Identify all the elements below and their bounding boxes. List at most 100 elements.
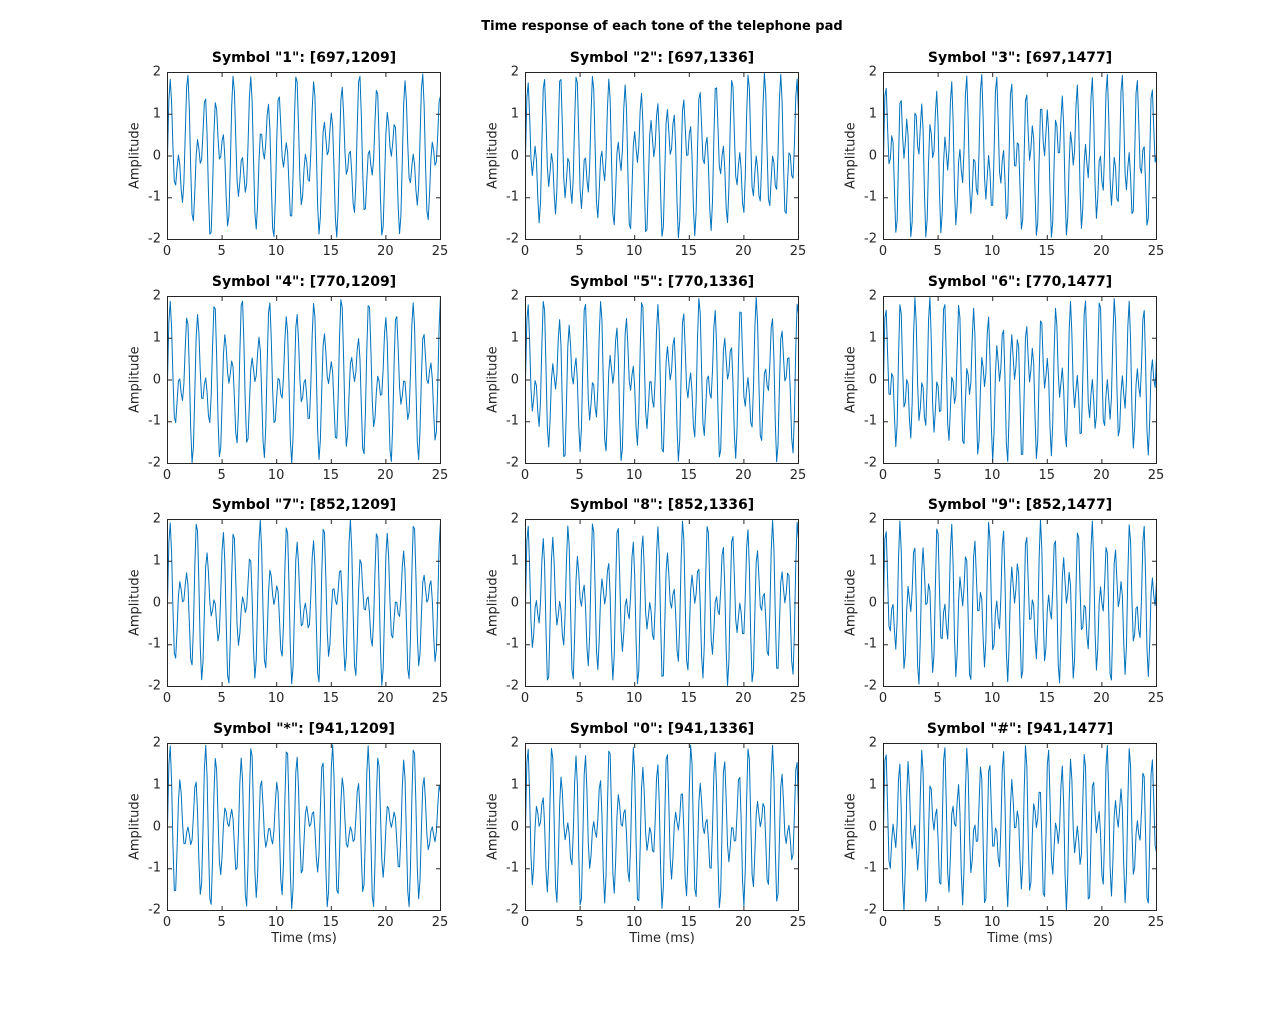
- x-tick-label: 20: [1093, 691, 1110, 706]
- y-tick-label: 2: [152, 511, 161, 527]
- waveform-svg: [883, 743, 1157, 911]
- y-tick-label: 0: [868, 595, 877, 610]
- x-tick-label: 20: [735, 691, 752, 706]
- axis-box: [883, 519, 1157, 687]
- y-tick-label: 1: [868, 777, 877, 793]
- y-tick-label: 2: [510, 288, 519, 304]
- y-tick-label: -2: [506, 231, 519, 247]
- y-tick-label: -1: [864, 860, 877, 876]
- waveform-svg: [525, 296, 799, 464]
- y-tick-label: 0: [868, 819, 877, 834]
- y-tick-label: 1: [868, 330, 877, 346]
- x-tick-label: 25: [1147, 691, 1165, 706]
- y-tick-label: -1: [506, 860, 519, 876]
- x-tick-label: 10: [625, 244, 643, 259]
- waveform-line: [167, 519, 441, 686]
- x-tick-label: 15: [680, 468, 698, 483]
- subplot-title: Symbol "3": [697,1477]: [927, 50, 1113, 66]
- x-tick-label: 0: [520, 691, 530, 706]
- x-tick-label: 10: [625, 468, 643, 483]
- x-tick-label: 25: [431, 915, 449, 930]
- y-tick-label: -2: [148, 231, 161, 247]
- waveform-svg: [167, 519, 441, 687]
- y-tick-label: 1: [868, 553, 877, 569]
- waveform-line: [525, 744, 799, 909]
- x-tick-label: 15: [322, 915, 340, 930]
- x-tick-label: 25: [1147, 468, 1165, 483]
- y-tick-label: -2: [864, 902, 877, 918]
- subplot-symbol-1: Symbol "1": [697,1209] Amplitude 0 5 10 15 20 2…: [128, 50, 449, 259]
- y-tick-label: 0: [868, 372, 877, 387]
- x-tick-label: 20: [377, 468, 394, 483]
- subplot-title: Symbol "4": [770,1209]: [211, 274, 397, 290]
- x-axis-label: Time (ms): [987, 931, 1053, 946]
- waveform-svg: [525, 519, 799, 687]
- x-tick-label: 25: [431, 244, 449, 259]
- x-tick-label: 25: [1147, 244, 1165, 259]
- y-tick-label: 2: [868, 735, 877, 751]
- x-tick-label: 10: [983, 244, 1001, 259]
- waveform-svg: [525, 72, 799, 240]
- x-tick-label: 20: [1093, 244, 1110, 259]
- y-tick-label: -1: [148, 413, 161, 429]
- x-tick-label: 0: [162, 691, 172, 706]
- y-tick-label: 1: [510, 777, 519, 793]
- y-tick-label: 1: [868, 106, 877, 122]
- y-tick-label: 2: [510, 735, 519, 751]
- x-tick-label: 0: [162, 915, 172, 930]
- y-tick-label: 2: [510, 64, 519, 80]
- x-tick-label: 5: [217, 244, 226, 259]
- waveform-svg: [525, 743, 799, 911]
- x-tick-label: 0: [520, 468, 530, 483]
- x-tick-label: 0: [162, 244, 172, 259]
- x-tick-label: 25: [789, 468, 807, 483]
- y-tick-label: 0: [510, 148, 519, 163]
- y-tick-label: 0: [152, 595, 161, 610]
- x-tick-label: 5: [933, 915, 942, 930]
- subplot-symbol-12: Symbol "#": [941,1477] Amplitude 0 5 10 15 20 2…: [844, 721, 1165, 946]
- axis-box: [167, 743, 441, 911]
- x-tick-label: 25: [789, 244, 807, 259]
- x-tick-label: 10: [267, 244, 285, 259]
- x-tick-label: 15: [1038, 244, 1056, 259]
- y-tick-label: -1: [148, 189, 161, 205]
- waveform-line: [167, 296, 441, 464]
- y-tick-label: 1: [152, 106, 161, 122]
- x-tick-label: 5: [933, 691, 942, 706]
- axis-box: [167, 519, 441, 687]
- waveform-line: [883, 297, 1157, 462]
- subplot-title: Symbol "*": [941,1209]: [213, 721, 395, 737]
- subplot-symbol-7: Symbol "7": [852,1209] Amplitude 0 5 10 15 20 2…: [128, 497, 449, 706]
- figure-title: Time response of each tone of the teleph…: [481, 19, 843, 34]
- x-tick-label: 20: [377, 244, 394, 259]
- subplot-symbol-6: Symbol "6": [770,1477] Amplitude 0 5 10 15 20 2…: [844, 274, 1165, 483]
- axis-box: [883, 743, 1157, 911]
- waveform-line: [525, 72, 799, 239]
- x-tick-label: 0: [162, 468, 172, 483]
- y-tick-label: -1: [864, 413, 877, 429]
- x-tick-label: 15: [322, 468, 340, 483]
- x-tick-label: 5: [575, 915, 584, 930]
- subplot-title: Symbol "0": [941,1336]: [569, 721, 755, 737]
- y-tick-label: 1: [152, 777, 161, 793]
- waveform-line: [167, 73, 441, 238]
- waveform-line: [525, 296, 799, 463]
- axis-box: [525, 743, 799, 911]
- waveform-svg: [883, 296, 1157, 464]
- y-tick-label: 0: [152, 819, 161, 834]
- y-tick-label: -1: [506, 189, 519, 205]
- y-tick-label: 1: [510, 106, 519, 122]
- axis-box: [167, 72, 441, 240]
- y-tick-label: 0: [510, 595, 519, 610]
- subplot-title: Symbol "9": [852,1477]: [927, 497, 1113, 513]
- subplot-title: Symbol "8": [852,1336]: [569, 497, 755, 513]
- axis-box: [167, 296, 441, 464]
- x-tick-label: 25: [1147, 915, 1165, 930]
- waveform-svg: [167, 72, 441, 240]
- y-tick-label: 2: [152, 64, 161, 80]
- y-tick-label: 1: [510, 553, 519, 569]
- axis-box: [883, 72, 1157, 240]
- y-tick-label: -2: [864, 455, 877, 471]
- x-tick-label: 5: [933, 244, 942, 259]
- axis-box: [525, 519, 799, 687]
